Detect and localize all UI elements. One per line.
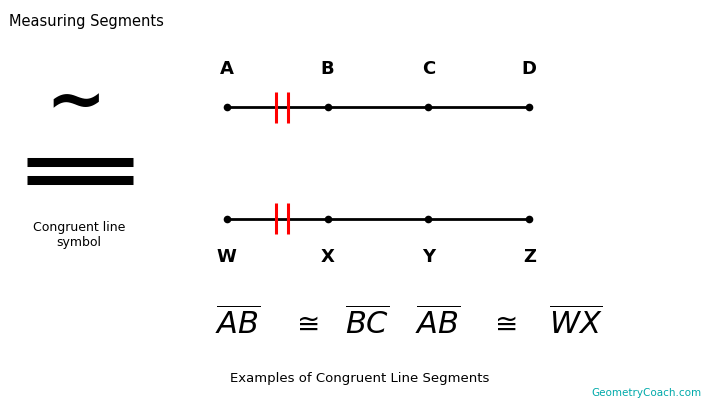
Text: B: B (321, 60, 334, 78)
Text: Measuring Segments: Measuring Segments (9, 14, 164, 29)
Text: $\overline{AB}$: $\overline{AB}$ (215, 307, 261, 341)
Text: ∼: ∼ (45, 69, 106, 138)
Text: $\overline{AB}$: $\overline{AB}$ (415, 307, 461, 341)
Text: Congruent line
symbol: Congruent line symbol (33, 221, 125, 249)
Text: Z: Z (523, 248, 536, 266)
Text: C: C (422, 60, 435, 78)
Text: X: X (320, 248, 335, 266)
Text: GeometryCoach.com: GeometryCoach.com (592, 388, 702, 398)
Text: Y: Y (422, 248, 435, 266)
Text: $\overline{WX}$: $\overline{WX}$ (549, 307, 603, 341)
Text: W: W (217, 248, 237, 266)
Text: $\cong$: $\cong$ (489, 310, 516, 338)
Text: $\cong$: $\cong$ (291, 310, 318, 338)
Text: $\overline{BC}$: $\overline{BC}$ (345, 307, 390, 341)
Text: Examples of Congruent Line Segments: Examples of Congruent Line Segments (230, 372, 490, 385)
Text: A: A (220, 60, 234, 78)
Text: D: D (522, 60, 536, 78)
